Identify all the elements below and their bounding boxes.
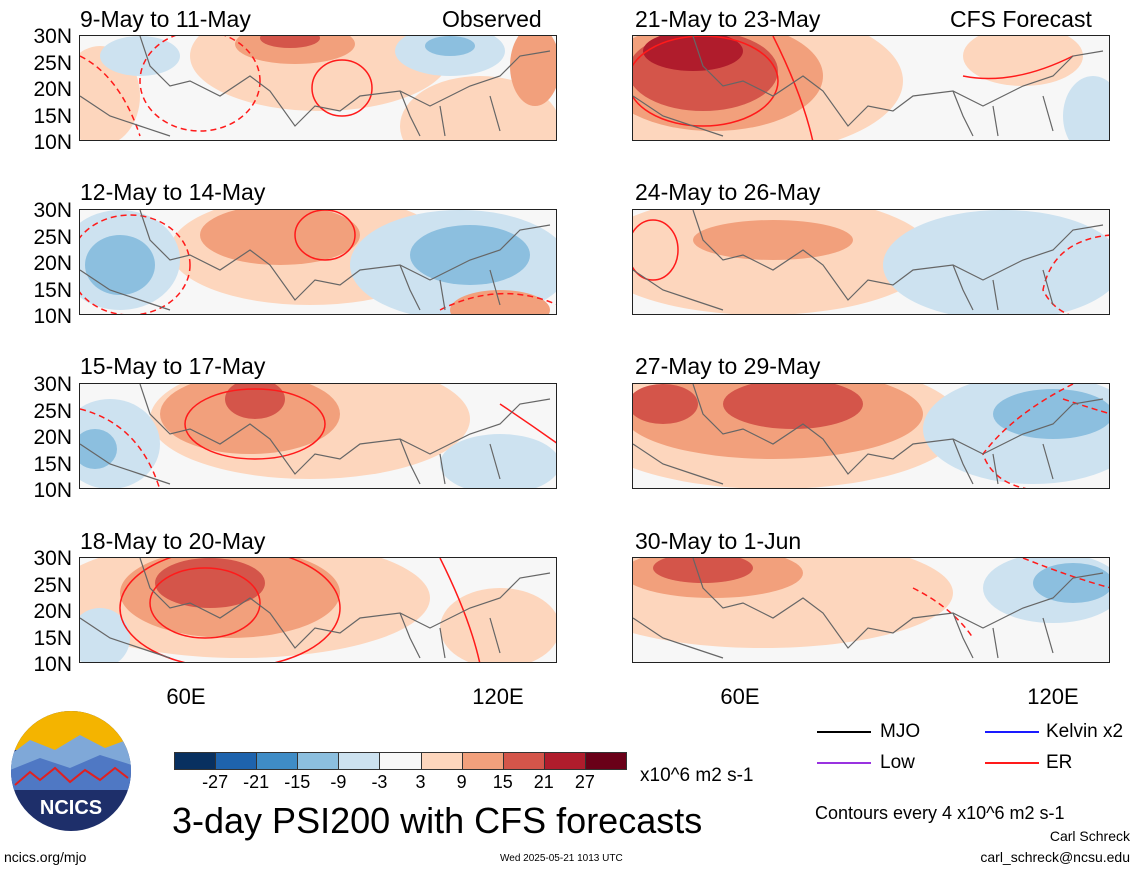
colorbar-swatch xyxy=(297,752,340,770)
lat-tick-row4-0: 30N xyxy=(33,547,72,570)
colorbar-swatch xyxy=(174,752,217,770)
lat-tick-row2-4: 10N xyxy=(33,305,72,328)
lon-tick-left-60e: 60E xyxy=(166,684,206,709)
lat-tick-row3-0: 30N xyxy=(33,373,72,396)
map-panel-left-4 xyxy=(79,557,557,663)
lon-tick-right-120e: 120E xyxy=(1027,684,1079,709)
colorbar-label: -3 xyxy=(371,772,388,792)
legend-kelvin-label: Kelvin x2 xyxy=(1046,721,1124,742)
panel-title-right-2: 24-May to 26-May xyxy=(635,179,821,205)
legend-low-line xyxy=(817,762,871,764)
lat-tick-row1-1: 25N xyxy=(33,51,72,75)
colorbar-swatch xyxy=(215,752,258,770)
colorbar-swatch xyxy=(502,752,545,770)
legend-er-line xyxy=(985,762,1039,764)
legend-er-label: ER xyxy=(1046,752,1073,773)
main-title: 3-day PSI200 with CFS forecasts xyxy=(172,800,703,841)
lat-tick-row3-2: 20N xyxy=(33,426,72,449)
panel-title-left-3: 15-May to 17-May xyxy=(80,353,266,379)
lat-tick-row4-3: 15N xyxy=(33,626,72,650)
legend-mjo-label: MJO xyxy=(880,721,921,742)
colorbar-label: -9 xyxy=(330,772,347,792)
colorbar-label: 21 xyxy=(533,772,554,792)
lat-tick-row1-0: 30N xyxy=(33,25,72,48)
observed-label: Observed xyxy=(442,6,542,32)
lat-tick-row2-1: 25N xyxy=(33,225,72,249)
contour-note: Contours every 4 x10^6 m2 s-1 xyxy=(815,803,1065,823)
colorbar-swatch xyxy=(584,752,627,770)
ncics-logo: NCICS xyxy=(10,710,132,832)
colorbar-label: 15 xyxy=(492,772,513,792)
legend-kelvin-line xyxy=(985,731,1039,733)
colorbar-swatch xyxy=(379,752,422,770)
lon-tick-left-120e: 120E xyxy=(472,684,524,709)
lon-tick-right-60e: 60E xyxy=(720,684,760,709)
colorbar-label: 27 xyxy=(574,772,595,792)
colorbar-label: -21 xyxy=(243,772,270,792)
forecast-label: CFS Forecast xyxy=(950,6,1092,32)
lat-tick-row1-2: 20N xyxy=(33,78,72,101)
colorbar-label: -27 xyxy=(202,772,229,792)
author: Carl Schreck xyxy=(1049,828,1130,844)
lat-tick-row4-2: 20N xyxy=(33,600,72,623)
lat-tick-row3-4: 10N xyxy=(33,479,72,502)
lat-tick-row1-4: 10N xyxy=(33,131,72,154)
lat-tick-row3-1: 25N xyxy=(33,399,72,423)
panel-title-right-4: 30-May to 1-Jun xyxy=(635,528,802,554)
panel-title-right-3: 27-May to 29-May xyxy=(635,353,821,379)
map-panel-right-4 xyxy=(632,557,1110,663)
colorbar-label: 3 xyxy=(415,772,426,792)
colorbar-label: 9 xyxy=(456,772,467,792)
colorbar-swatch xyxy=(461,752,504,770)
site-url: ncics.org/mjo xyxy=(4,849,87,865)
lat-tick-row2-0: 30N xyxy=(33,199,72,222)
colorbar-unit: x10^6 m2 s-1 xyxy=(640,765,754,786)
lat-tick-row3-3: 15N xyxy=(33,452,72,476)
legend-low-label: Low xyxy=(880,752,915,773)
map-panel-right-3 xyxy=(632,383,1110,489)
email: carl_schreck@ncsu.edu xyxy=(980,849,1130,865)
lat-tick-row2-2: 20N xyxy=(33,252,72,275)
map-panel-left-1 xyxy=(79,35,557,141)
lat-tick-row4-1: 25N xyxy=(33,573,72,597)
map-panel-right-2 xyxy=(632,209,1110,315)
legend-mjo-line xyxy=(817,731,871,733)
colorbar-swatch xyxy=(420,752,463,770)
colorbar-swatch xyxy=(256,752,299,770)
panel-title-left-4: 18-May to 20-May xyxy=(80,528,266,554)
colorbar-swatch xyxy=(543,752,586,770)
colorbar xyxy=(174,752,627,770)
map-panel-left-2 xyxy=(79,209,557,315)
panel-title-left-1: 9-May to 11-May xyxy=(80,6,251,32)
ncics-logo-text: NCICS xyxy=(40,797,102,819)
lat-tick-row1-3: 15N xyxy=(33,104,72,128)
map-panel-left-3 xyxy=(79,383,557,489)
panel-title-left-2: 12-May to 14-May xyxy=(80,179,266,205)
timestamp: Wed 2025-05-21 1013 UTC xyxy=(500,853,623,864)
colorbar-swatch xyxy=(338,752,381,770)
lat-tick-row4-4: 10N xyxy=(33,653,72,676)
lat-tick-row2-3: 15N xyxy=(33,278,72,302)
colorbar-label: -15 xyxy=(284,772,311,792)
map-panel-right-1 xyxy=(632,35,1110,141)
panel-title-right-1: 21-May to 23-May xyxy=(635,6,821,32)
